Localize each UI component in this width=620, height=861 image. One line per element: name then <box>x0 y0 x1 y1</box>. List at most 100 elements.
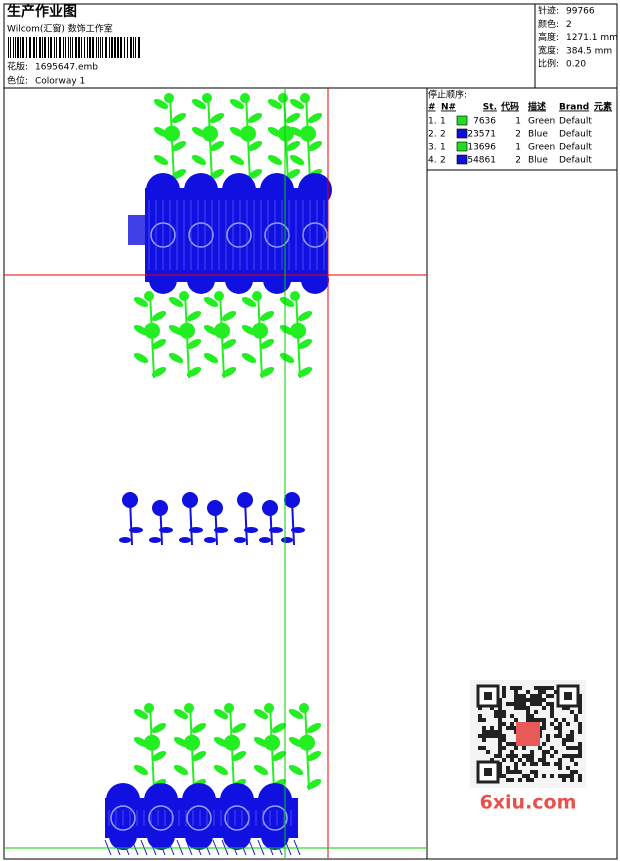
qr-cell <box>514 698 518 702</box>
qr-cell <box>566 738 570 742</box>
qr-cell <box>534 686 538 690</box>
qr-cell <box>510 726 514 730</box>
bar <box>117 37 119 58</box>
embroidery-preview <box>4 88 427 858</box>
qr-cell <box>578 750 582 754</box>
column-header: N# <box>441 103 456 113</box>
color-swatch <box>456 154 468 165</box>
row-needle: 1 <box>440 117 446 127</box>
leaf <box>151 750 167 762</box>
qr-cell <box>510 722 514 726</box>
qr-cell <box>498 710 502 714</box>
leaf <box>271 750 287 762</box>
leaf <box>259 310 275 322</box>
qr-cell <box>578 698 582 702</box>
bar <box>138 37 140 58</box>
qr-cell <box>490 726 494 730</box>
scallop <box>187 266 215 294</box>
stat-value: 384.5 mm <box>566 46 612 56</box>
motif <box>110 805 136 831</box>
qr-cell <box>518 778 522 782</box>
leaf <box>267 154 283 166</box>
qr-cell <box>570 774 574 778</box>
qr-cell <box>510 702 514 706</box>
qr-cell <box>510 770 514 774</box>
scallop <box>182 783 216 817</box>
bar <box>54 37 55 58</box>
qr-cell <box>578 742 582 746</box>
qr-cell <box>578 778 582 782</box>
title: 生产作业图 <box>7 3 77 20</box>
qr-cell <box>506 754 510 758</box>
leaf <box>213 708 229 720</box>
leaf <box>151 338 167 350</box>
bloom <box>214 291 224 301</box>
leaf <box>168 352 184 364</box>
qr-cell <box>570 770 574 774</box>
leaf <box>153 154 169 166</box>
qr-cell <box>566 754 570 758</box>
column-header: # <box>428 103 436 113</box>
fringe <box>128 215 146 245</box>
leaf <box>306 722 322 734</box>
qr-cell <box>482 738 486 742</box>
qr-cell <box>522 774 526 778</box>
qr-cell <box>514 762 518 766</box>
qr-cell <box>514 690 518 694</box>
qr-cell <box>578 730 582 734</box>
row-brand: Default <box>559 156 592 166</box>
bar <box>50 37 52 58</box>
qr-cell <box>550 702 554 706</box>
qr-cell <box>514 754 518 758</box>
qr-cell <box>578 722 582 726</box>
stats: 针迹: 99766 颜色: 2 高度: 1271.1 mm 宽度: 384.5 mm 比例: 0.… <box>538 5 618 70</box>
leaf <box>253 764 269 776</box>
qr-cell <box>498 698 502 702</box>
bloom <box>278 93 288 103</box>
qr-cell <box>558 762 562 766</box>
qr-cell <box>546 734 550 738</box>
qr-cell <box>550 722 554 726</box>
stat-label: 宽度: <box>538 44 559 56</box>
qr-cell <box>530 698 534 702</box>
qr-cell <box>566 734 570 738</box>
qr-cell <box>482 734 486 738</box>
bar <box>111 37 113 58</box>
qr-cell <box>498 706 502 710</box>
qr-cell <box>498 734 502 738</box>
qr-cell <box>518 698 522 702</box>
bloom <box>300 125 316 142</box>
bloom <box>122 492 138 508</box>
qr-cell <box>494 714 498 718</box>
qr-cell <box>522 698 526 702</box>
bar <box>89 37 91 58</box>
bar <box>36 37 37 58</box>
bloom <box>214 322 230 339</box>
leaf <box>221 366 237 378</box>
leaf <box>119 537 131 543</box>
column-header: St. <box>483 103 497 113</box>
qr-cell <box>530 750 534 754</box>
qr-cell <box>562 706 566 710</box>
bloom <box>182 492 198 508</box>
qr-cell <box>562 754 566 758</box>
qr-code <box>470 680 586 788</box>
scallop <box>147 822 175 850</box>
leaf <box>241 296 257 308</box>
qr-cell <box>542 686 546 690</box>
qr-cell <box>550 774 554 778</box>
qr-cell <box>514 770 518 774</box>
qr-cell <box>550 754 554 758</box>
qr-cell <box>478 746 482 750</box>
qr-cell <box>490 758 494 762</box>
qr-cell <box>578 746 582 750</box>
stat-label: 颜色: <box>538 18 559 30</box>
qr-cell <box>518 702 522 706</box>
leaf <box>191 154 207 166</box>
qr-cell <box>478 714 482 718</box>
bar <box>17 37 19 58</box>
bloom <box>299 734 315 751</box>
scallop <box>144 783 178 817</box>
bar <box>44 37 46 58</box>
